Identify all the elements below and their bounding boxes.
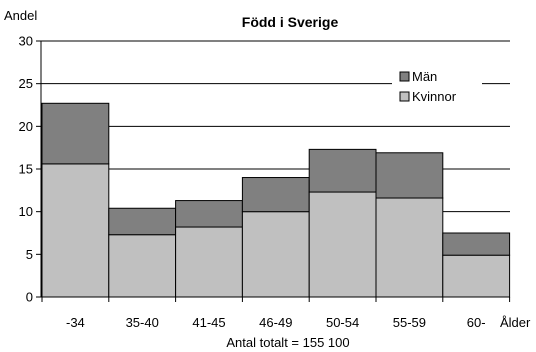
chart-title: Född i Sverige [242,14,339,30]
y-tick-label: 10 [19,204,33,219]
legend-label-kvinnor: Kvinnor [412,89,457,104]
bar-män-50-54 [308,148,377,193]
x-tick-label: 55-59 [393,315,426,330]
x-tick-labels: -34 35-40 41-45 46-49 50-54 55-59 60- [66,315,486,330]
bar-kvinnor-55-59 [375,197,444,298]
bar-män--34 [41,102,110,165]
bar-kvinnor--34 [41,163,110,298]
x-tick-label: 50-54 [326,315,359,330]
x-tick-label: 41-45 [192,315,225,330]
axes [36,40,511,302]
bar-kvinnor-60- [442,254,511,298]
y-tick-label: 30 [19,34,33,49]
y-tick-labels: 0 5 10 15 20 25 30 [19,34,33,305]
y-tick-label: 25 [19,76,33,91]
x-tick-label: 60- [467,315,486,330]
y-tick-label: 15 [19,162,33,177]
bar-män-35-40 [108,207,177,236]
bar-kvinnor-35-40 [108,234,177,298]
y-tick-label: 0 [26,290,33,305]
y-axis-label: Andel [4,8,37,23]
y-tick-label: 20 [19,119,33,134]
legend: Män Kvinnor [392,68,482,110]
x-tick-label: 46-49 [259,315,292,330]
bar-kvinnor-41-45 [175,226,243,298]
bar-kvinnor-50-54 [308,191,377,298]
bar-män-55-59 [375,152,444,199]
bars [41,102,511,298]
bar-kvinnor-46-49 [241,211,310,298]
legend-label-män: Män [412,69,437,84]
bar-män-60- [442,232,511,256]
legend-swatch-kvinnor [399,91,410,102]
legend-swatch-män [399,71,410,82]
x-tick-label: 35-40 [126,315,159,330]
bar-män-41-45 [175,200,243,228]
total-note: Antal totalt = 155 100 [226,335,349,350]
y-tick-label: 5 [26,247,33,262]
x-tick-label: -34 [66,315,85,330]
x-axis-label: Ålder [500,315,531,330]
bar-män-46-49 [241,177,310,213]
